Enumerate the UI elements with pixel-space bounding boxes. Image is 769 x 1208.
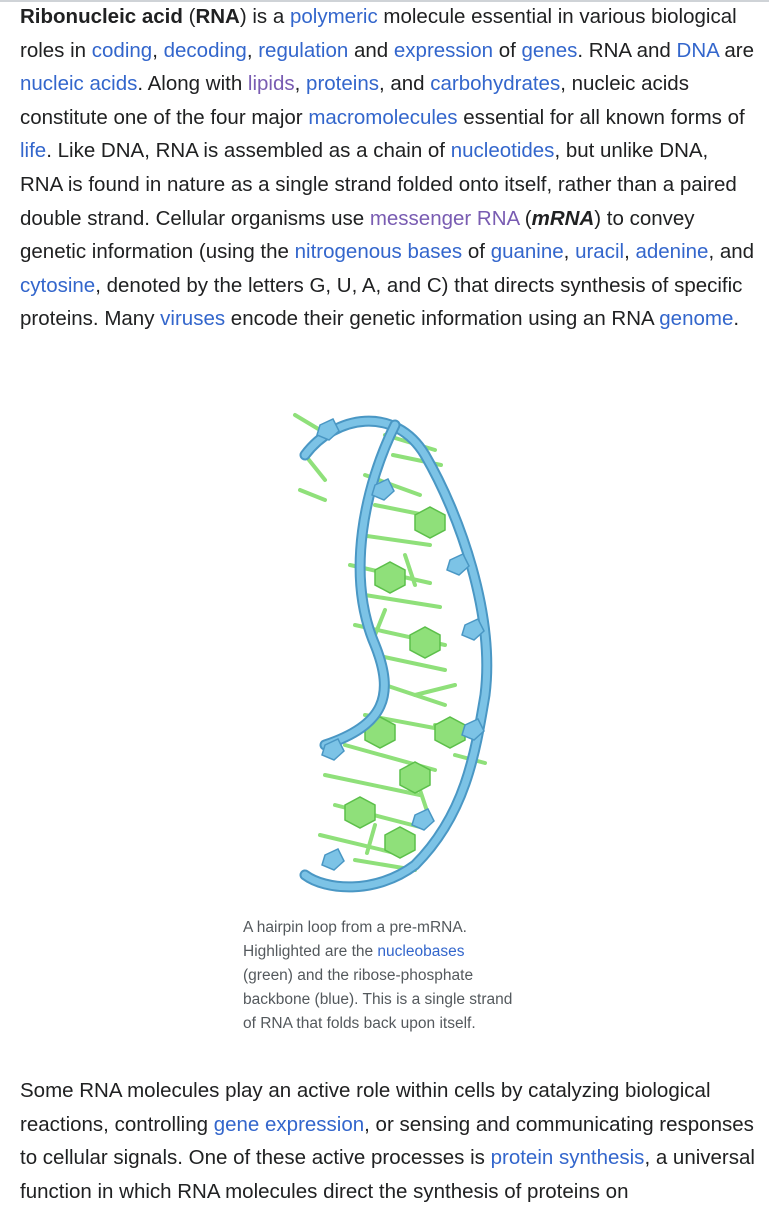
text: , bbox=[152, 38, 164, 62]
link-expression[interactable]: expression bbox=[393, 38, 494, 62]
link-regulation[interactable]: regulation bbox=[258, 38, 349, 62]
text: . RNA and bbox=[577, 38, 677, 62]
text: are bbox=[718, 38, 755, 62]
link-proteins[interactable]: proteins bbox=[306, 72, 379, 96]
term-ribonucleic-acid: Ribonucleic acid bbox=[20, 5, 183, 28]
link-genes[interactable]: genes bbox=[521, 38, 578, 62]
text: , bbox=[294, 72, 307, 96]
caption-text: A hairpin loop from a pre-mRNA. Highligh… bbox=[243, 919, 467, 960]
text: , but unlike DNA, RNA is found in nature… bbox=[20, 139, 737, 230]
nucleobase-rings bbox=[344, 506, 466, 859]
link-nucleobases[interactable]: nucleobases bbox=[377, 943, 465, 960]
intro-paragraph: Ribonucleic acid (RNA) is a polymeric mo… bbox=[20, 0, 755, 336]
link-nucleotides[interactable]: nucleotides bbox=[450, 139, 555, 163]
nucleobases bbox=[293, 413, 487, 872]
rna-hairpin-image[interactable] bbox=[265, 395, 515, 900]
text: , bbox=[624, 240, 636, 264]
text: encode their genetic information using a… bbox=[225, 307, 660, 331]
link-nucleic-acids[interactable]: nucleic acids bbox=[20, 72, 138, 96]
text: , bbox=[563, 240, 576, 264]
link-nitrogenous-bases[interactable]: nitrogenous bases bbox=[294, 240, 463, 264]
text: of bbox=[493, 38, 522, 62]
text: , a universal function in which RNA mole… bbox=[20, 1146, 755, 1203]
text: ) is a bbox=[239, 5, 290, 28]
link-macromolecules[interactable]: macromolecules bbox=[308, 105, 458, 129]
text: , denoted by the letters G, U, A, and C)… bbox=[20, 273, 743, 331]
second-paragraph: Some RNA molecules play an active role w… bbox=[20, 1074, 755, 1208]
link-viruses[interactable]: viruses bbox=[160, 307, 226, 331]
link-carbohydrates[interactable]: carbohydrates bbox=[430, 72, 561, 96]
link-gene-expression[interactable]: gene expression bbox=[213, 1112, 365, 1136]
ribose-sugars bbox=[316, 418, 485, 871]
link-guanine[interactable]: guanine bbox=[490, 240, 564, 264]
term-rna: RNA bbox=[195, 5, 240, 28]
ribose-phosphate-backbone bbox=[299, 415, 493, 893]
figure-caption: A hairpin loop from a pre-mRNA. Highligh… bbox=[243, 916, 513, 1036]
text: molecule essential in various biological… bbox=[20, 5, 737, 62]
link-polymeric[interactable]: polymeric bbox=[289, 5, 378, 28]
text: . Along with bbox=[137, 72, 248, 96]
text: Some RNA molecules play an active role w… bbox=[20, 1079, 711, 1136]
link-lipids[interactable]: lipids bbox=[247, 72, 295, 96]
link-messenger-rna[interactable]: messenger RNA bbox=[369, 206, 520, 230]
text: ) to convey genetic information (using t… bbox=[20, 206, 695, 264]
text: ( bbox=[182, 5, 196, 28]
text: . bbox=[733, 307, 740, 331]
link-decoding[interactable]: decoding bbox=[163, 38, 247, 62]
text: ( bbox=[519, 206, 532, 230]
link-uracil[interactable]: uracil bbox=[575, 240, 625, 264]
link-adenine[interactable]: adenine bbox=[635, 240, 709, 264]
text: , or sensing and communicating responses… bbox=[20, 1112, 754, 1170]
link-coding[interactable]: coding bbox=[91, 38, 153, 62]
text: , and bbox=[708, 240, 755, 264]
link-dna[interactable]: DNA bbox=[676, 38, 719, 62]
text: and bbox=[348, 38, 394, 62]
link-genome[interactable]: genome bbox=[659, 307, 734, 331]
text: , and bbox=[378, 72, 431, 96]
link-cytosine[interactable]: cytosine bbox=[20, 273, 96, 297]
text: , bbox=[246, 38, 259, 62]
top-divider bbox=[0, 0, 769, 2]
text: of bbox=[462, 240, 491, 264]
text: . Like DNA, RNA is assembled as a chain … bbox=[46, 139, 451, 163]
caption-text: (green) and the ribose-phosphate backbon… bbox=[243, 967, 513, 1032]
term-mrna: mRNA bbox=[531, 206, 595, 230]
text: , nucleic acids constitute one of the fo… bbox=[20, 72, 689, 129]
link-life[interactable]: life bbox=[20, 139, 47, 163]
link-protein-synthesis[interactable]: protein synthesis bbox=[490, 1146, 645, 1170]
text: essential for all known forms of bbox=[457, 105, 745, 129]
